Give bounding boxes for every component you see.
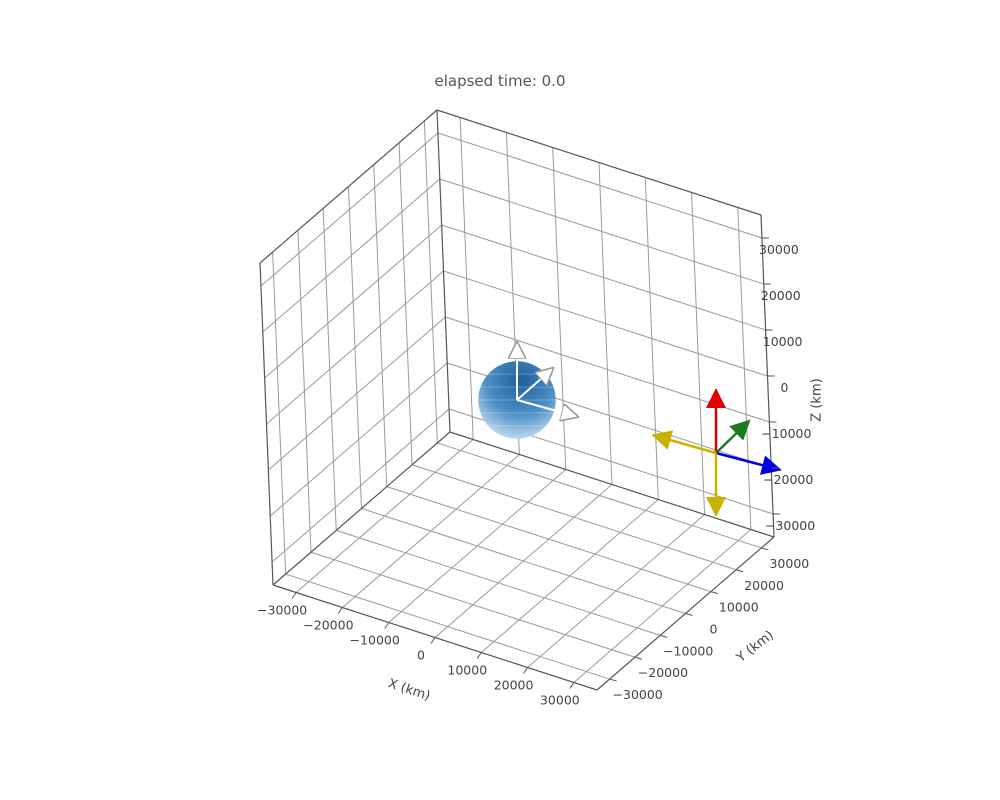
pane-edge: [436, 109, 451, 433]
y-tick-mark: [735, 569, 744, 573]
body-frame-arrow: [516, 370, 551, 401]
x-tick-mark: [430, 637, 436, 644]
pane-edge: [449, 431, 775, 538]
gridline-side-z: [266, 270, 444, 425]
chart-title: elapsed time: 0.0: [434, 72, 566, 90]
x-tick-mark: [476, 652, 482, 659]
x-tick-mark: [523, 667, 528, 674]
y-tick-mark: [761, 547, 769, 551]
frame-arrows: [651, 388, 782, 517]
x-tick-label: −10000: [350, 633, 400, 648]
x-tick-mark: [384, 622, 390, 629]
z-tick-label: 10000: [763, 334, 803, 349]
x-axis-label: X (km): [386, 676, 432, 704]
y-tick-label: −20000: [638, 665, 688, 680]
body-frame-arrow: [516, 399, 575, 416]
gridline-floor-y: [310, 551, 636, 658]
gridline-side-z: [262, 178, 441, 333]
frame-arrow-1: [715, 419, 751, 454]
y-tick-mark: [710, 591, 718, 595]
frame-arrow-3: [651, 430, 717, 455]
gridline-back-z: [441, 224, 766, 331]
y-tick-mark: [685, 613, 693, 616]
pane-edge: [436, 109, 762, 216]
y-tick-label: 0: [710, 622, 718, 637]
x-tick-mark: [338, 607, 343, 614]
gridline-floor-y: [437, 442, 762, 549]
pane-edge: [272, 431, 451, 586]
z-tick-label: 30000: [759, 242, 799, 257]
y-tick-label: −30000: [613, 687, 663, 702]
z-tick-label: −10000: [761, 426, 811, 441]
y-tick-label: 30000: [769, 556, 809, 571]
x-tick-mark: [569, 682, 575, 689]
gridline-floor-y: [336, 529, 661, 636]
gridline-floor-y: [386, 486, 711, 593]
z-axis-label: Z (km): [810, 378, 825, 421]
z-tick-label: 0: [781, 380, 789, 395]
gridline-back-z: [443, 270, 768, 377]
x-tick-mark: [291, 592, 297, 599]
x-tick-label: 0: [417, 648, 425, 663]
gridline-back-z: [439, 178, 764, 285]
gridline-floor-y: [361, 508, 686, 614]
gridline-side-z: [271, 408, 450, 563]
y-tick-mark: [660, 634, 668, 638]
y-tick-label: −10000: [663, 643, 713, 658]
gridline-floor-y: [411, 464, 737, 571]
x-tick-label: −30000: [257, 603, 307, 618]
x-tick-label: −20000: [303, 618, 353, 633]
pane-edge: [259, 262, 274, 586]
gridline-side-z: [264, 224, 442, 379]
y-tick-mark: [609, 678, 617, 682]
gridline-side-z: [260, 132, 439, 287]
z-tick-label: −30000: [765, 518, 815, 533]
z-tick-label: −20000: [763, 472, 813, 487]
gridline-floor-y: [285, 573, 610, 680]
x-tick-label: 20000: [494, 678, 534, 693]
y-tick-label: 20000: [744, 578, 784, 593]
frame-arrow-2: [715, 451, 782, 475]
x-tick-label: 10000: [447, 663, 487, 678]
z-tick-label: 20000: [761, 288, 801, 303]
pane-edge: [259, 109, 438, 264]
y-tick-mark: [634, 656, 643, 660]
y-tick-label: 10000: [719, 600, 759, 615]
x-tick-label: 30000: [540, 693, 580, 708]
central-body: [478, 345, 575, 439]
gridline-side-z: [269, 362, 448, 517]
y-axis-label: Y (km): [733, 628, 776, 667]
gridline-side-z: [268, 316, 446, 471]
gridline-back-z: [437, 132, 763, 239]
